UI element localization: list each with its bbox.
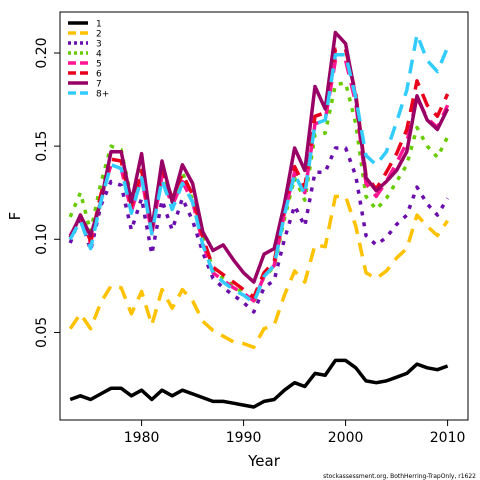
series-line-3 (68, 146, 450, 314)
x-axis-label: Year (247, 452, 281, 470)
x-axis: 1980 1990 2000 2010 (124, 420, 466, 446)
series-line-1 (69, 358, 449, 409)
y-tick-label: 0.05 (34, 317, 50, 348)
plot-area (59, 11, 469, 421)
legend-label: 4 (96, 50, 102, 60)
legend-label: 6 (96, 70, 102, 80)
legend-label: 3 (96, 40, 102, 50)
y-tick-label: 0.10 (34, 224, 50, 255)
series-line-8plus (68, 32, 450, 305)
legend-label: 8+ (96, 90, 109, 100)
y-tick-label: 0.15 (34, 131, 50, 162)
series-lines (68, 30, 450, 409)
footnote: stockassessment.org, BothHerring-TrapOnl… (323, 473, 476, 480)
plot-frame (59, 11, 469, 421)
y-axis-label: F (6, 212, 24, 221)
y-tick-label: 0.20 (34, 37, 50, 68)
y-axis: 0.05 0.10 0.15 0.20 (34, 37, 60, 348)
series-line-6 (68, 47, 450, 299)
x-tick-label: 2000 (328, 430, 364, 446)
x-tick-label: 2010 (430, 430, 466, 446)
x-tick-label: 1980 (124, 430, 160, 446)
legend-label: 1 (96, 20, 102, 30)
legend-label: 5 (96, 60, 102, 70)
series-line-7 (68, 30, 450, 284)
legend-label: 7 (96, 80, 102, 90)
legend-label: 2 (96, 30, 102, 40)
x-tick-label: 1990 (226, 430, 262, 446)
series-line-2 (68, 194, 450, 350)
